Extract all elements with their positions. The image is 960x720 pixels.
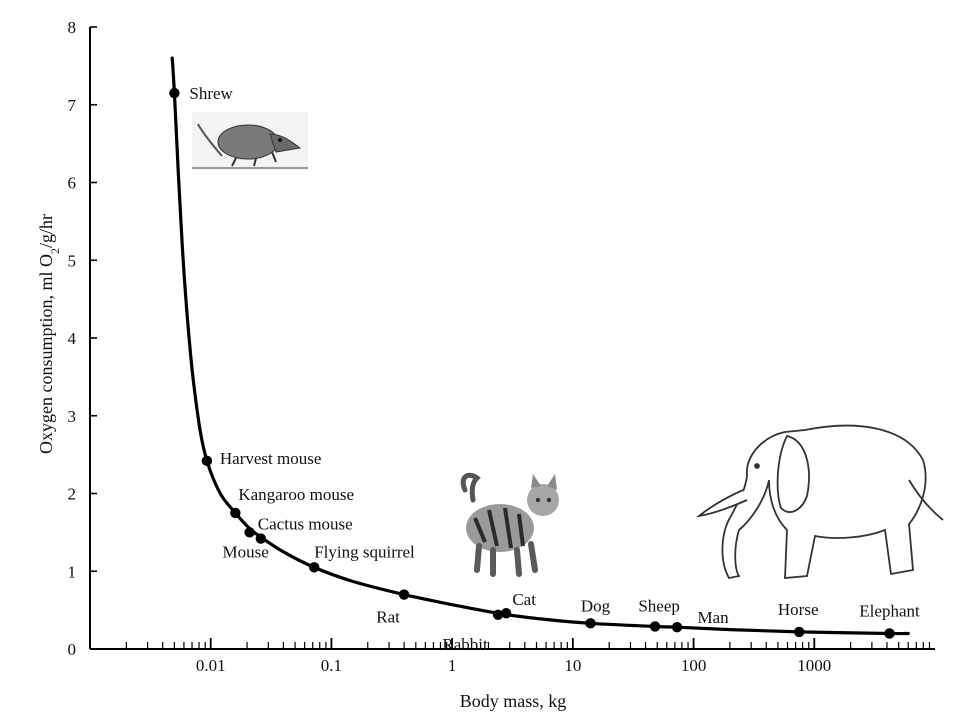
y-tick-label: 7 — [68, 96, 77, 115]
data-point — [884, 628, 895, 639]
y-tick-label: 1 — [68, 562, 77, 581]
y-tick-label: 2 — [68, 485, 77, 504]
data-point — [309, 562, 320, 573]
data-points — [169, 87, 895, 639]
data-point — [492, 609, 504, 620]
data-point — [201, 455, 213, 467]
point-label: Mouse — [222, 542, 268, 561]
point-label: Horse — [778, 600, 819, 619]
y-axis-title: Oxygen consumption, ml O2/g/hr — [36, 214, 62, 454]
data-point — [230, 507, 241, 519]
point-label: Elephant — [859, 601, 920, 620]
point-label: Flying squirrel — [314, 542, 415, 561]
y-tick-label: 3 — [68, 407, 77, 426]
y-tick-label: 0 — [68, 640, 77, 659]
x-tick-label: 10 — [564, 656, 581, 675]
x-axis-title: Body mass, kg — [460, 691, 567, 711]
x-tick-label: 100 — [681, 656, 707, 675]
cat-photo — [460, 472, 559, 577]
point-label: Sheep — [638, 596, 680, 615]
data-point — [398, 589, 410, 600]
x-tick-label: 0.01 — [196, 656, 226, 675]
y-tick-label: 4 — [68, 329, 77, 348]
shrew-illustration — [192, 112, 308, 170]
fit-curve — [170, 56, 910, 636]
data-point — [169, 87, 180, 99]
point-label: Kangaroo mouse — [238, 485, 354, 504]
x-axis: 0.01 0.1 1 10 100 1000 — [89, 638, 935, 675]
y-tick-label: 5 — [68, 251, 77, 270]
elephant-illustration — [695, 424, 944, 580]
point-label: Rat — [376, 608, 400, 627]
x-tick-label: 1000 — [797, 656, 831, 675]
data-point — [794, 626, 805, 638]
x-tick-label: 0.1 — [321, 656, 342, 675]
y-axis: 0 1 2 3 4 5 6 7 8 — [68, 18, 97, 659]
data-point — [244, 527, 255, 538]
point-labels: Shrew Harvest mouse Kangaroo mouse Mouse Cac… — [189, 84, 920, 654]
data-point — [255, 533, 267, 544]
data-point — [585, 618, 596, 629]
x-tick-label: 1 — [448, 656, 457, 675]
point-label: Harvest mouse — [220, 449, 322, 468]
y-tick-label: 8 — [68, 18, 77, 37]
y-tick-label: 6 — [68, 174, 77, 193]
data-point — [649, 621, 661, 632]
point-label: Cat — [512, 590, 536, 609]
data-point — [671, 622, 683, 633]
point-label: Dog — [581, 596, 611, 615]
point-label: Man — [697, 608, 729, 627]
point-label: Rabbit — [442, 635, 488, 654]
point-label: Shrew — [189, 84, 233, 103]
point-label: Cactus mouse — [258, 515, 353, 534]
data-point — [500, 608, 512, 619]
